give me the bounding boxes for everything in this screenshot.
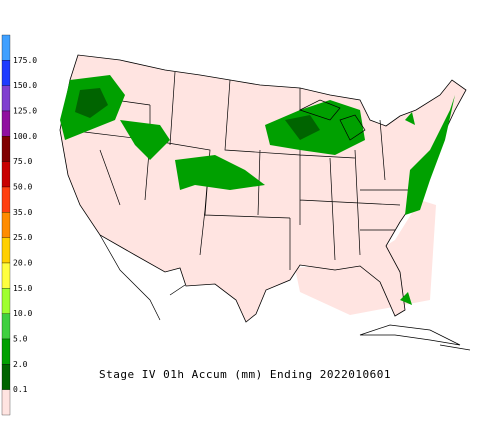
legend-swatch bbox=[1, 288, 11, 314]
legend-label: 75.0 bbox=[13, 157, 32, 166]
legend-swatch bbox=[1, 85, 11, 112]
legend-swatch bbox=[1, 161, 11, 188]
legend-swatch bbox=[1, 262, 11, 289]
legend-swatch bbox=[1, 60, 11, 86]
legend-swatch bbox=[1, 212, 11, 238]
legend-label: 25.0 bbox=[13, 233, 32, 242]
legend-swatch bbox=[1, 237, 11, 264]
legend-swatch bbox=[1, 364, 11, 390]
legend-label: 35.0 bbox=[13, 208, 32, 217]
legend-swatch bbox=[1, 313, 11, 340]
legend-swatch bbox=[1, 34, 11, 61]
legend-label: 50.0 bbox=[13, 183, 32, 192]
legend-label: 175.0 bbox=[13, 56, 37, 65]
legend-swatch bbox=[1, 136, 11, 162]
legend-label: 150.0 bbox=[13, 81, 37, 90]
legend-label: 0.1 bbox=[13, 385, 28, 394]
legend-label: 15.0 bbox=[13, 284, 32, 293]
map-area bbox=[59, 54, 471, 351]
legend-label: 20.0 bbox=[13, 259, 32, 268]
caption: Stage IV 01h Accum (mm) Ending 202201060… bbox=[99, 368, 391, 381]
legend-swatch bbox=[1, 110, 11, 137]
legend-swatch bbox=[1, 338, 11, 365]
legend-label: 5.0 bbox=[13, 335, 28, 344]
legend-label: 125.0 bbox=[13, 107, 37, 116]
legend-swatch bbox=[1, 186, 11, 213]
legend-label: 100.0 bbox=[13, 132, 37, 141]
legend-label: 2.0 bbox=[13, 360, 28, 369]
legend-swatch bbox=[1, 389, 11, 416]
legend-label: 10.0 bbox=[13, 309, 32, 318]
